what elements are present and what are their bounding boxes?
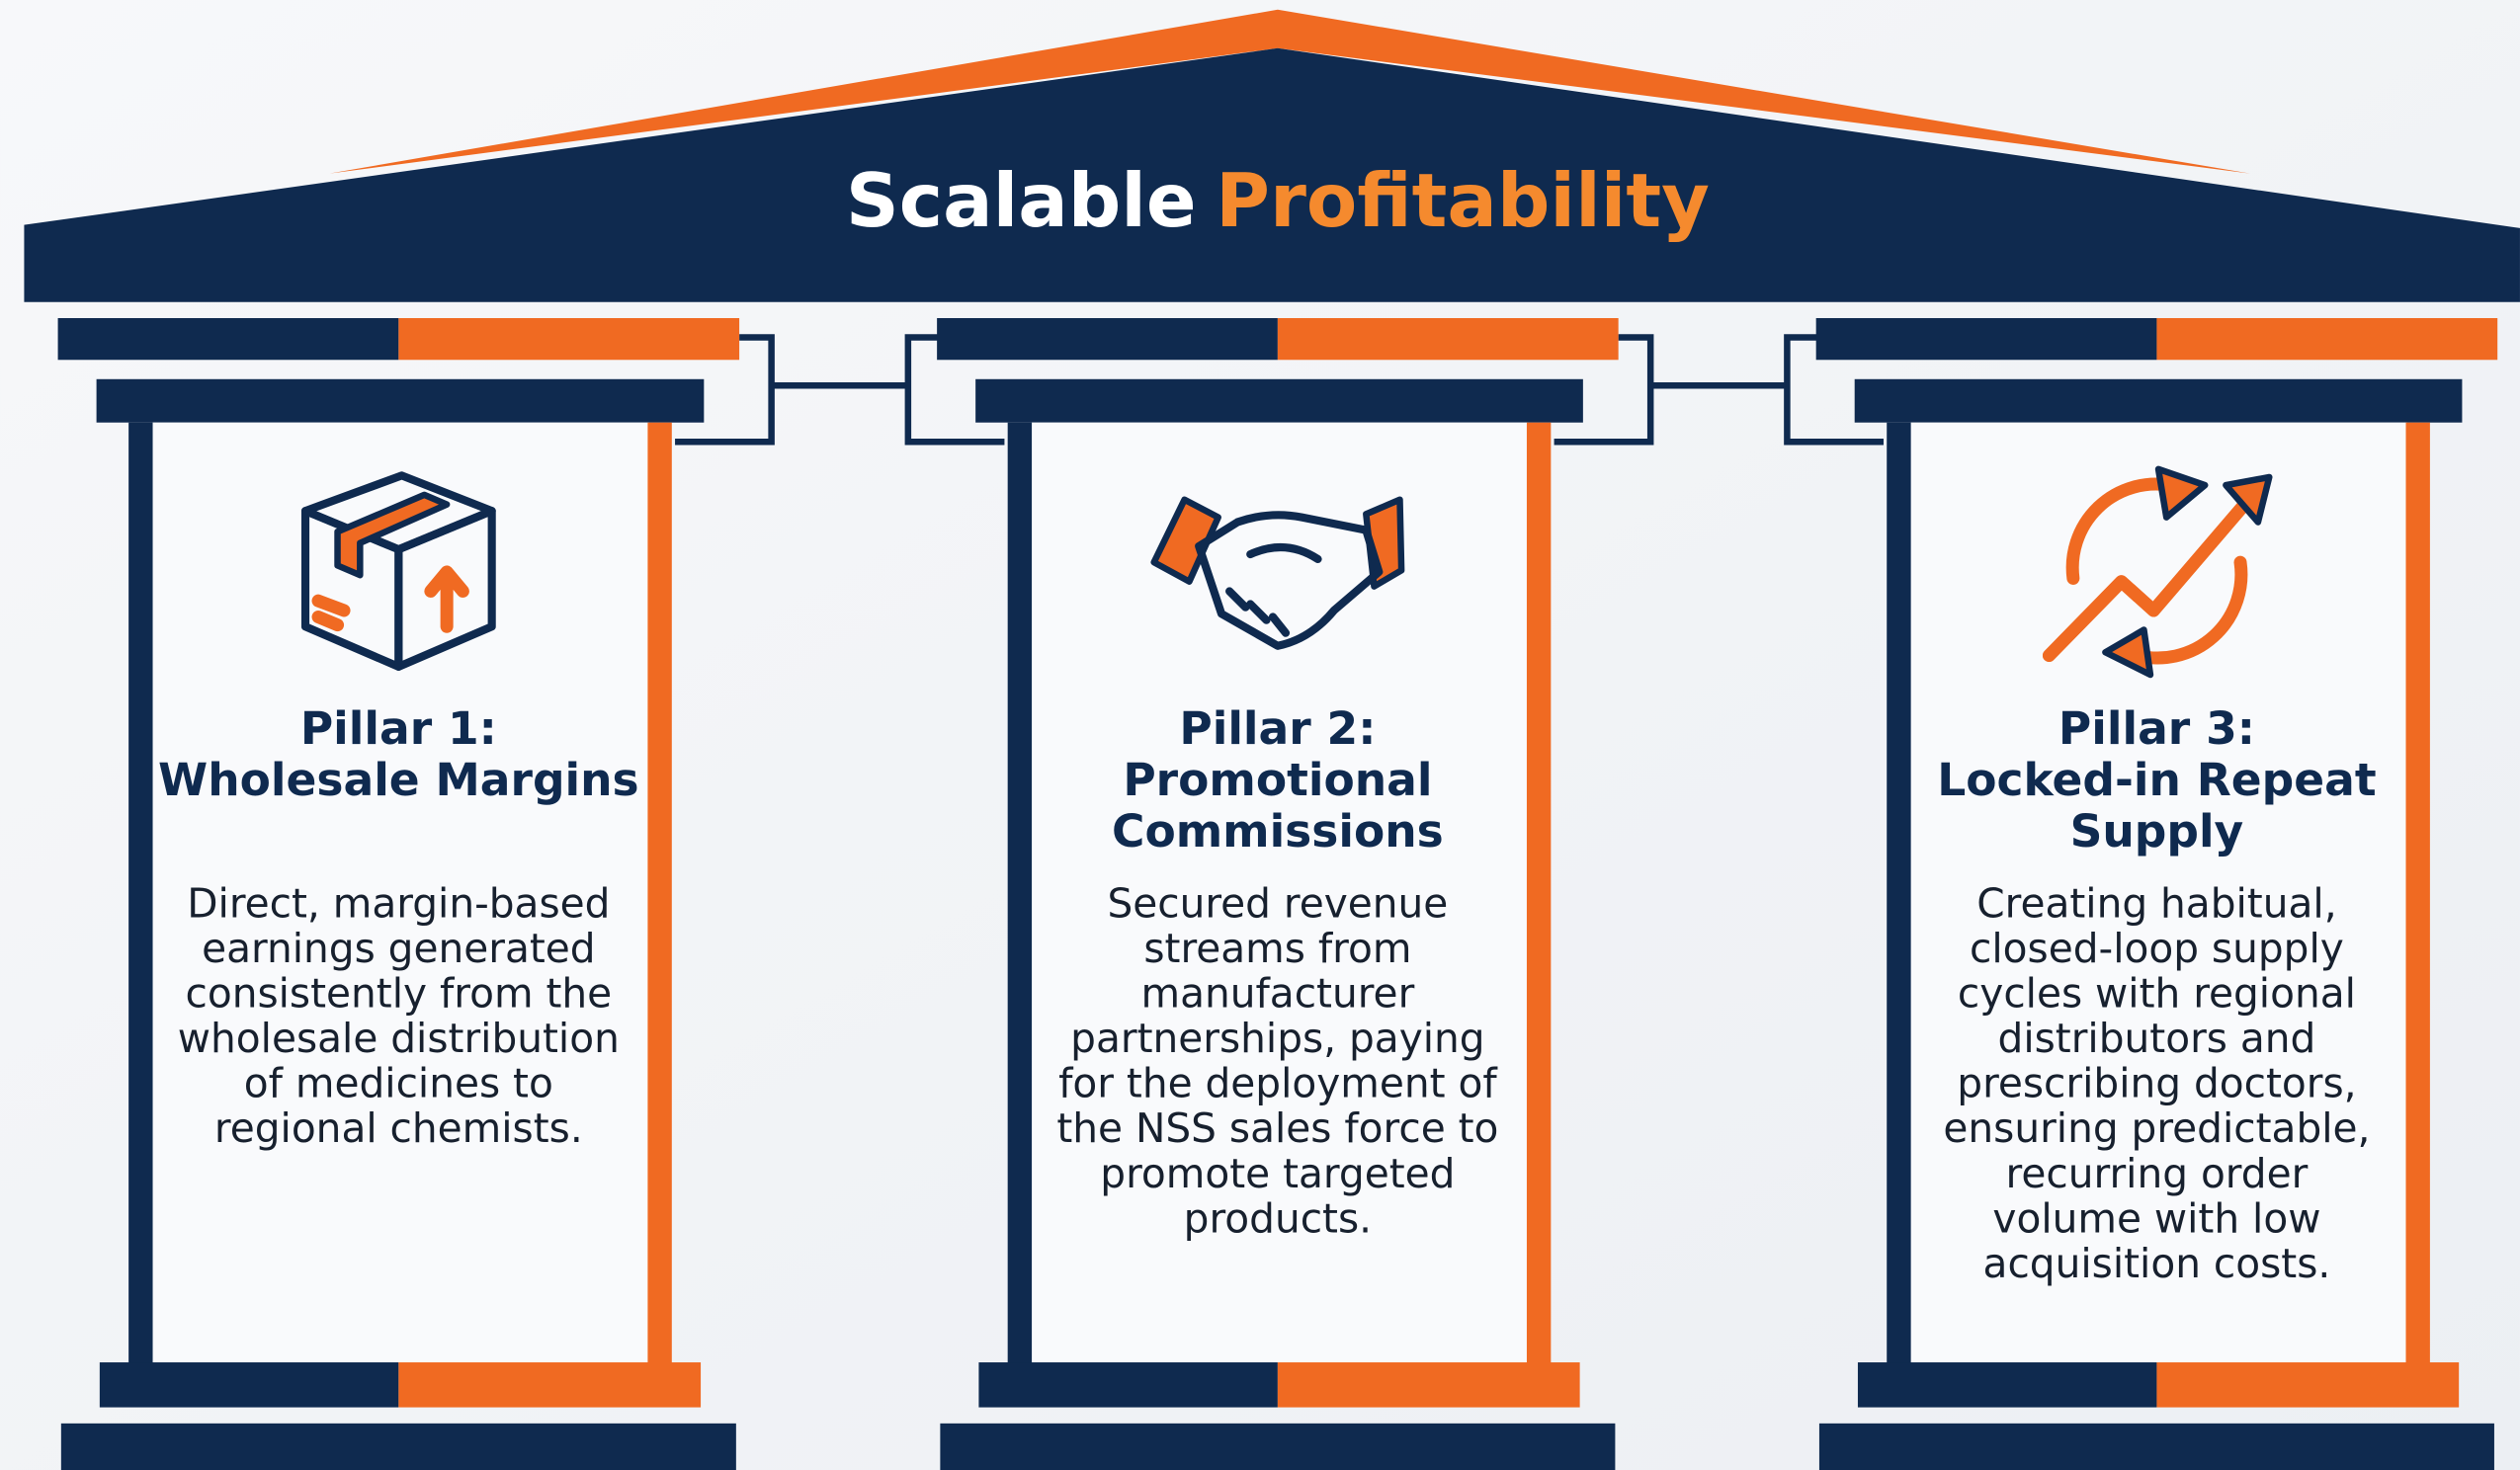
top-bar-navy	[57, 317, 399, 361]
pillar-description: Secured revenue	[1107, 880, 1448, 928]
pillar-heading: Pillar 1:	[300, 702, 497, 755]
shaft-panel	[1910, 422, 2408, 1367]
pillar-description: wholesale distribution	[178, 1015, 620, 1062]
shaft-left	[1007, 422, 1033, 1367]
plinth	[1818, 1423, 2494, 1470]
plinth	[60, 1423, 736, 1470]
top-bar-orange	[2156, 317, 2498, 361]
top-bar-orange	[1277, 317, 1619, 361]
title: Scalable Profitability	[846, 158, 1710, 244]
shaft-right	[1526, 422, 1552, 1367]
plinth	[940, 1423, 1616, 1470]
pillar-description: streams from	[1143, 925, 1411, 972]
capital	[975, 378, 1583, 423]
pillar-description: products.	[1184, 1194, 1372, 1242]
pillar-description: prescribing doctors,	[1957, 1060, 2356, 1107]
pillar-heading: Pillar 2:	[1179, 702, 1376, 755]
base-navy	[978, 1362, 1278, 1408]
base-navy	[99, 1362, 399, 1408]
base-orange	[398, 1362, 702, 1408]
capital	[96, 378, 705, 423]
pillar-description: for the deployment of	[1058, 1060, 1498, 1107]
pillar: Pillar 1:Wholesale Margins Direct, margin…	[57, 317, 740, 1470]
pillar-description: cycles with regional	[1958, 970, 2356, 1018]
connectors	[675, 334, 1884, 446]
pillar-description: acquisition costs.	[1983, 1240, 2331, 1287]
pillar-description: Direct, margin-based	[187, 880, 610, 928]
pillar-heading: Supply	[2070, 805, 2244, 858]
box-icon	[300, 471, 496, 671]
top-bar-orange	[398, 317, 740, 361]
roof	[24, 47, 2520, 302]
pillar-heading: Pillar 3:	[2058, 702, 2255, 755]
title-accent: Profitability	[1216, 158, 1710, 244]
pillar-description: volume with low	[1992, 1194, 2320, 1242]
pillar-description: ensuring predictable,	[1943, 1104, 2370, 1152]
base-orange	[2156, 1362, 2460, 1408]
base-orange	[1277, 1362, 1580, 1408]
pillar-description: manufacturer	[1140, 970, 1414, 1018]
top-bar-navy	[1815, 317, 2157, 361]
pillar-description: of medicines to	[244, 1060, 553, 1107]
pillar-heading: Wholesale Margins	[158, 754, 639, 806]
shaft-left	[128, 422, 153, 1367]
pillar-description: consistently from the	[185, 970, 612, 1018]
pillar-description: closed-loop supply	[1970, 925, 2344, 972]
cycle-icon	[2042, 465, 2273, 679]
pillars: Pillar 1:Wholesale Margins Direct, margin…	[57, 317, 2498, 1470]
roof-edge	[329, 9, 2250, 174]
pillar-description: the NSS sales force to	[1056, 1104, 1498, 1152]
shaft-left	[1887, 422, 1911, 1367]
pillar-description: recurring order	[2006, 1150, 2309, 1197]
capital	[1854, 378, 2463, 423]
shaft-right	[2405, 422, 2430, 1367]
title-lead: Scalable	[846, 158, 1197, 244]
pillar-heading: Commissions	[1112, 805, 1444, 858]
pillar-description: promote targeted	[1100, 1150, 1455, 1197]
pillar-description: regional chemists.	[214, 1104, 583, 1152]
top-bar-navy	[937, 317, 1278, 361]
pillar-description: distributors and	[1998, 1015, 2316, 1062]
shaft-right	[647, 422, 672, 1367]
handshake-icon	[1150, 496, 1405, 650]
shaft-panel	[1032, 422, 1529, 1367]
pillar-heading: Promotional	[1123, 754, 1432, 806]
pillar-description: Creating habitual,	[1976, 880, 2336, 928]
pillar-heading: Locked-in Repeat	[1937, 754, 2376, 806]
pillar-description: partnerships, paying	[1070, 1015, 1484, 1062]
base-navy	[1857, 1362, 2157, 1408]
pillar-description: earnings generated	[202, 925, 596, 972]
